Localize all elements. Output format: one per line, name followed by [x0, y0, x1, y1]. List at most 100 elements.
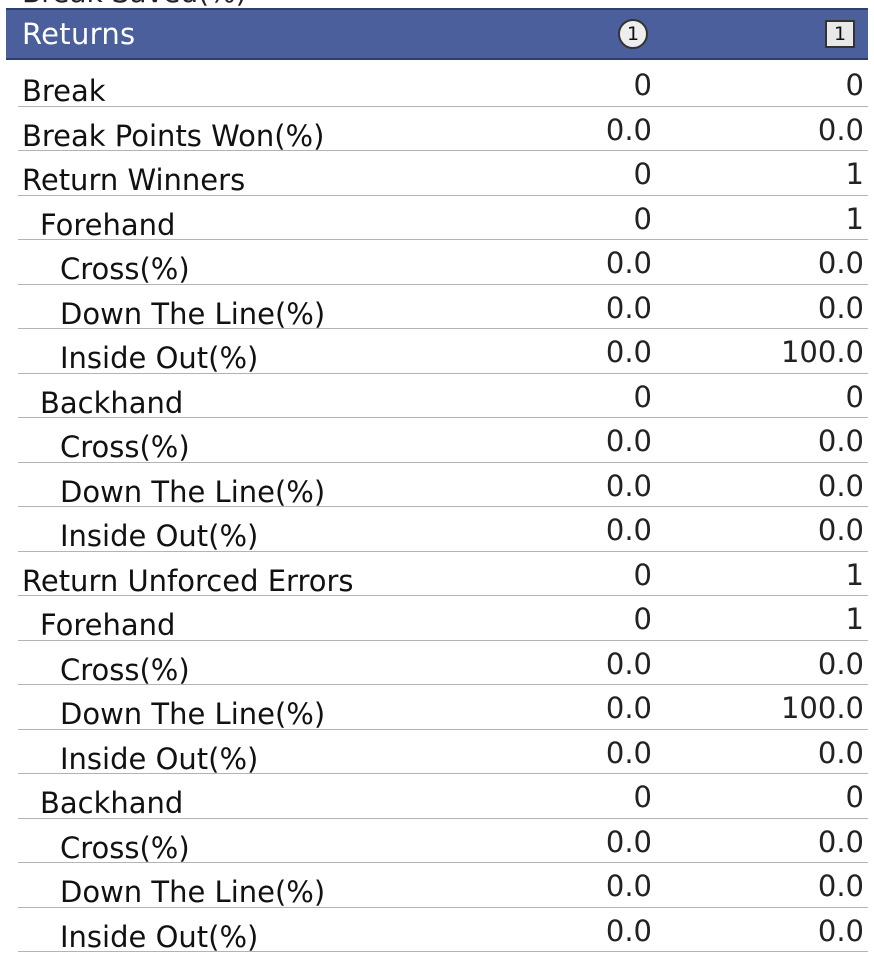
row-divider	[18, 150, 868, 151]
player1-value: 0.0	[605, 112, 652, 147]
stat-label: Backhand	[40, 786, 184, 820]
player1-value: 0	[633, 379, 652, 414]
row-divider	[18, 906, 868, 908]
stat-row: Backhand 0 0	[0, 774, 874, 820]
stat-row: Break 0 0	[0, 62, 874, 108]
stat-row: Inside Out(%) 0.0 0.0	[0, 908, 874, 954]
player2-value: 0	[845, 68, 864, 102]
stat-label: Down The Line(%)	[60, 875, 326, 909]
row-divider	[18, 239, 868, 240]
row-divider	[18, 817, 868, 819]
player2-square-icon: 1	[825, 20, 855, 48]
stat-row: Down The Line(%) 0.0 0.0	[0, 285, 874, 331]
player2-value: 1	[845, 157, 864, 191]
stat-label: Inside Out(%)	[60, 341, 259, 375]
section-title: Returns	[22, 17, 136, 51]
player1-circle-icon: 1	[618, 19, 648, 49]
stat-row: Backhand 0 0	[0, 374, 874, 420]
player2-value: 1	[845, 602, 864, 636]
stat-row: Down The Line(%) 0.0 0.0	[0, 863, 874, 909]
stat-row: Inside Out(%) 0.0 0.0	[0, 730, 874, 776]
row-divider	[18, 283, 868, 285]
stat-row: Cross(%) 0.0 0.0	[0, 418, 874, 464]
cut-off-row-label: Break Saved(%)	[22, 0, 247, 7]
row-divider	[18, 951, 868, 952]
stat-label: Down The Line(%)	[60, 697, 326, 731]
stat-row: Inside Out(%) 0.0 0.0	[0, 507, 874, 553]
stat-row: Cross(%) 0.0 0.0	[0, 641, 874, 687]
stat-label: Cross(%)	[60, 830, 190, 865]
stat-label: Break Points Won(%)	[22, 118, 325, 153]
row-divider	[18, 506, 868, 507]
player2-value: 0.0	[817, 735, 864, 770]
returns-section-header[interactable]: Returns 1 1	[6, 8, 868, 60]
player2-value: 0.0	[817, 869, 864, 903]
player2-value: 1	[845, 201, 864, 236]
player1-value: 0.0	[605, 513, 652, 547]
player2-value: 0.0	[817, 824, 864, 859]
stat-label: Cross(%)	[60, 652, 190, 687]
player2-value: 0.0	[817, 112, 864, 147]
stat-row: Cross(%) 0.0 0.0	[0, 240, 874, 286]
player2-value: 0	[845, 780, 864, 814]
row-divider	[18, 595, 868, 596]
cut-off-row: Break Saved(%)	[0, 0, 874, 7]
row-divider	[18, 105, 868, 107]
row-divider	[18, 328, 868, 329]
player2-value: 0.0	[817, 468, 864, 503]
player1-value: 0.0	[605, 335, 652, 369]
stat-label: Forehand	[40, 207, 176, 242]
player1-value: 0	[633, 602, 652, 636]
player1-value: 0.0	[605, 246, 652, 280]
stat-label: Backhand	[40, 385, 184, 420]
player1-value: 0.0	[605, 824, 652, 859]
player2-value: 100.0	[780, 691, 864, 725]
player1-value: 0	[633, 780, 652, 814]
player2-value: 0.0	[817, 290, 864, 325]
row-divider	[18, 728, 868, 730]
player1-value: 0.0	[605, 290, 652, 325]
stats-table: Break 0 0 Break Points Won(%) 0.0 0.0 Return W…	[0, 62, 874, 954]
stat-row: Break Points Won(%) 0.0 0.0	[0, 107, 874, 153]
stat-label: Forehand	[40, 608, 176, 642]
row-divider	[18, 194, 868, 196]
player1-value: 0	[633, 201, 652, 236]
stat-label: Cross(%)	[60, 430, 190, 464]
stat-label: Break	[22, 74, 106, 108]
row-divider	[18, 550, 868, 552]
player1-value: 0.0	[605, 735, 652, 770]
player2-value: 0.0	[817, 913, 864, 948]
row-divider	[18, 773, 868, 774]
stat-row: Cross(%) 0.0 0.0	[0, 819, 874, 865]
stat-row: Return Winners 0 1	[0, 151, 874, 197]
stat-label: Inside Out(%)	[60, 919, 259, 954]
row-divider	[18, 862, 868, 863]
row-divider	[18, 684, 868, 685]
stat-label: Return Unforced Errors	[22, 563, 354, 598]
player2-value: 0.0	[817, 424, 864, 458]
player1-value: 0	[633, 557, 652, 592]
stat-label: Cross(%)	[60, 252, 190, 286]
stat-row: Forehand 0 1	[0, 196, 874, 242]
stat-row: Down The Line(%) 0.0 0.0	[0, 463, 874, 509]
player1-value: 0.0	[605, 913, 652, 948]
player1-value: 0.0	[605, 691, 652, 725]
stat-label: Inside Out(%)	[60, 519, 259, 553]
stat-row: Inside Out(%) 0.0 100.0	[0, 329, 874, 375]
stat-label: Down The Line(%)	[60, 296, 326, 331]
stat-label: Inside Out(%)	[60, 741, 259, 776]
stat-row: Return Unforced Errors 0 1	[0, 552, 874, 598]
row-divider	[18, 639, 868, 641]
player2-value: 1	[845, 557, 864, 592]
player1-value: 0.0	[605, 869, 652, 903]
stat-row: Down The Line(%) 0.0 100.0	[0, 685, 874, 731]
stat-label: Return Winners	[22, 163, 246, 197]
player2-value: 0.0	[817, 246, 864, 280]
row-divider	[18, 372, 868, 374]
player1-value: 0.0	[605, 468, 652, 503]
player1-value: 0	[633, 157, 652, 191]
player2-value: 100.0	[780, 335, 864, 369]
row-divider	[18, 417, 868, 418]
stat-label: Down The Line(%)	[60, 474, 326, 509]
player1-value: 0	[633, 68, 652, 102]
